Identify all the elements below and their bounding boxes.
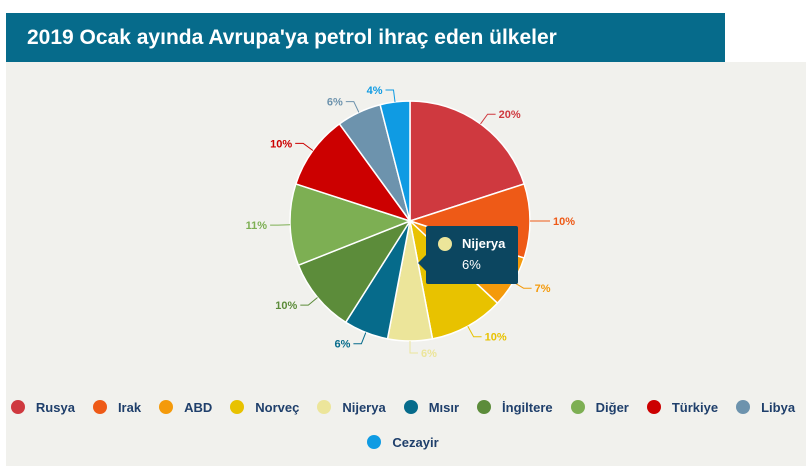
pie-slice-ingiltere[interactable] bbox=[297, 219, 412, 324]
slice-connector-rusya bbox=[480, 113, 496, 125]
legend: Rusya Irak ABD Norveç Nijerya Mısır İngiltere D… bbox=[0, 395, 806, 465]
legend-swatch bbox=[570, 400, 585, 414]
legend-label: Cezayir bbox=[392, 434, 439, 450]
legend-swatch bbox=[646, 400, 661, 414]
legend-label: ABD bbox=[184, 399, 213, 415]
slice-connector-cezayir bbox=[385, 89, 396, 102]
slice-label-cezayir: 4% bbox=[367, 85, 383, 97]
tooltip-swatch bbox=[438, 237, 452, 251]
legend-item-cezayir[interactable]: Cezayir bbox=[367, 434, 439, 450]
pie-slice-rusya[interactable] bbox=[409, 100, 526, 223]
legend-label: Diğer bbox=[595, 399, 629, 415]
legend-row: Rusya Irak ABD Norveç Nijerya Mısır İngiltere D… bbox=[0, 395, 806, 419]
legend-label: Mısır bbox=[428, 399, 460, 415]
legend-swatch bbox=[317, 400, 332, 414]
legend-row: Cezayir bbox=[0, 430, 806, 454]
legend-label: Nijerya bbox=[342, 399, 386, 415]
legend-item-nijerya[interactable]: Nijerya bbox=[317, 399, 386, 415]
slice-connector-libya bbox=[345, 101, 360, 113]
slice-connector-misir bbox=[353, 332, 367, 345]
slice-connector-abd bbox=[513, 281, 532, 289]
legend-label: Türkiye bbox=[671, 399, 719, 415]
legend-label: İngiltere bbox=[502, 399, 553, 415]
legend-swatch bbox=[477, 400, 492, 414]
tooltip: Nijerya 6% bbox=[418, 226, 518, 284]
slice-label-diger: 11% bbox=[246, 220, 268, 232]
legend-label: Rusya bbox=[35, 399, 75, 415]
legend-label: Libya bbox=[761, 399, 796, 415]
legend-swatch bbox=[92, 400, 107, 414]
slice-label-libya: 6% bbox=[327, 97, 343, 109]
legend-label: Norveç bbox=[255, 399, 300, 415]
legend-swatch bbox=[736, 400, 751, 414]
legend-item-turkiye[interactable]: Türkiye bbox=[646, 399, 719, 415]
slice-connector-ingiltere bbox=[300, 297, 318, 306]
pie-slice-turkiye[interactable] bbox=[294, 122, 412, 223]
slice-label-misir: 6% bbox=[334, 339, 350, 351]
tooltip-value: 6% bbox=[462, 257, 481, 272]
slice-connector-nijerya bbox=[409, 341, 418, 354]
legend-item-norvec[interactable]: Norveç bbox=[230, 400, 299, 415]
pie-slice-cezayir[interactable] bbox=[379, 100, 411, 222]
legend-swatch bbox=[403, 400, 418, 414]
slice-label-turkiye: 10% bbox=[270, 138, 292, 150]
legend-swatch bbox=[10, 400, 25, 414]
legend-item-irak[interactable]: Irak bbox=[92, 399, 142, 415]
slice-label-rusya: 20% bbox=[499, 109, 521, 121]
legend-swatch bbox=[159, 400, 174, 414]
legend-item-abd[interactable]: ABD bbox=[159, 400, 212, 415]
slice-label-norvec: 10% bbox=[485, 332, 507, 344]
legend-swatch bbox=[230, 400, 245, 414]
slice-connector-turkiye bbox=[295, 142, 314, 151]
tooltip-name: Nijerya bbox=[462, 236, 506, 251]
legend-item-ingiltere[interactable]: İngiltere bbox=[477, 400, 553, 415]
slice-label-abd: 7% bbox=[535, 283, 551, 295]
legend-item-libya[interactable]: Libya bbox=[736, 400, 795, 415]
legend-swatch bbox=[367, 435, 382, 449]
legend-item-rusya[interactable]: Rusya bbox=[10, 399, 75, 415]
chart-title: 2019 Ocak ayında Avrupa'ya petrol ihraç … bbox=[6, 13, 725, 62]
slice-label-irak: 10% bbox=[553, 216, 575, 228]
slice-label-ingiltere: 10% bbox=[275, 300, 297, 312]
slice-label-nijerya: 6% bbox=[421, 348, 437, 360]
legend-item-diger[interactable]: Diğer bbox=[570, 399, 629, 415]
legend-item-misir[interactable]: Mısır bbox=[403, 399, 460, 415]
legend-label: Irak bbox=[117, 399, 142, 415]
slice-connector-norvec bbox=[467, 325, 482, 338]
